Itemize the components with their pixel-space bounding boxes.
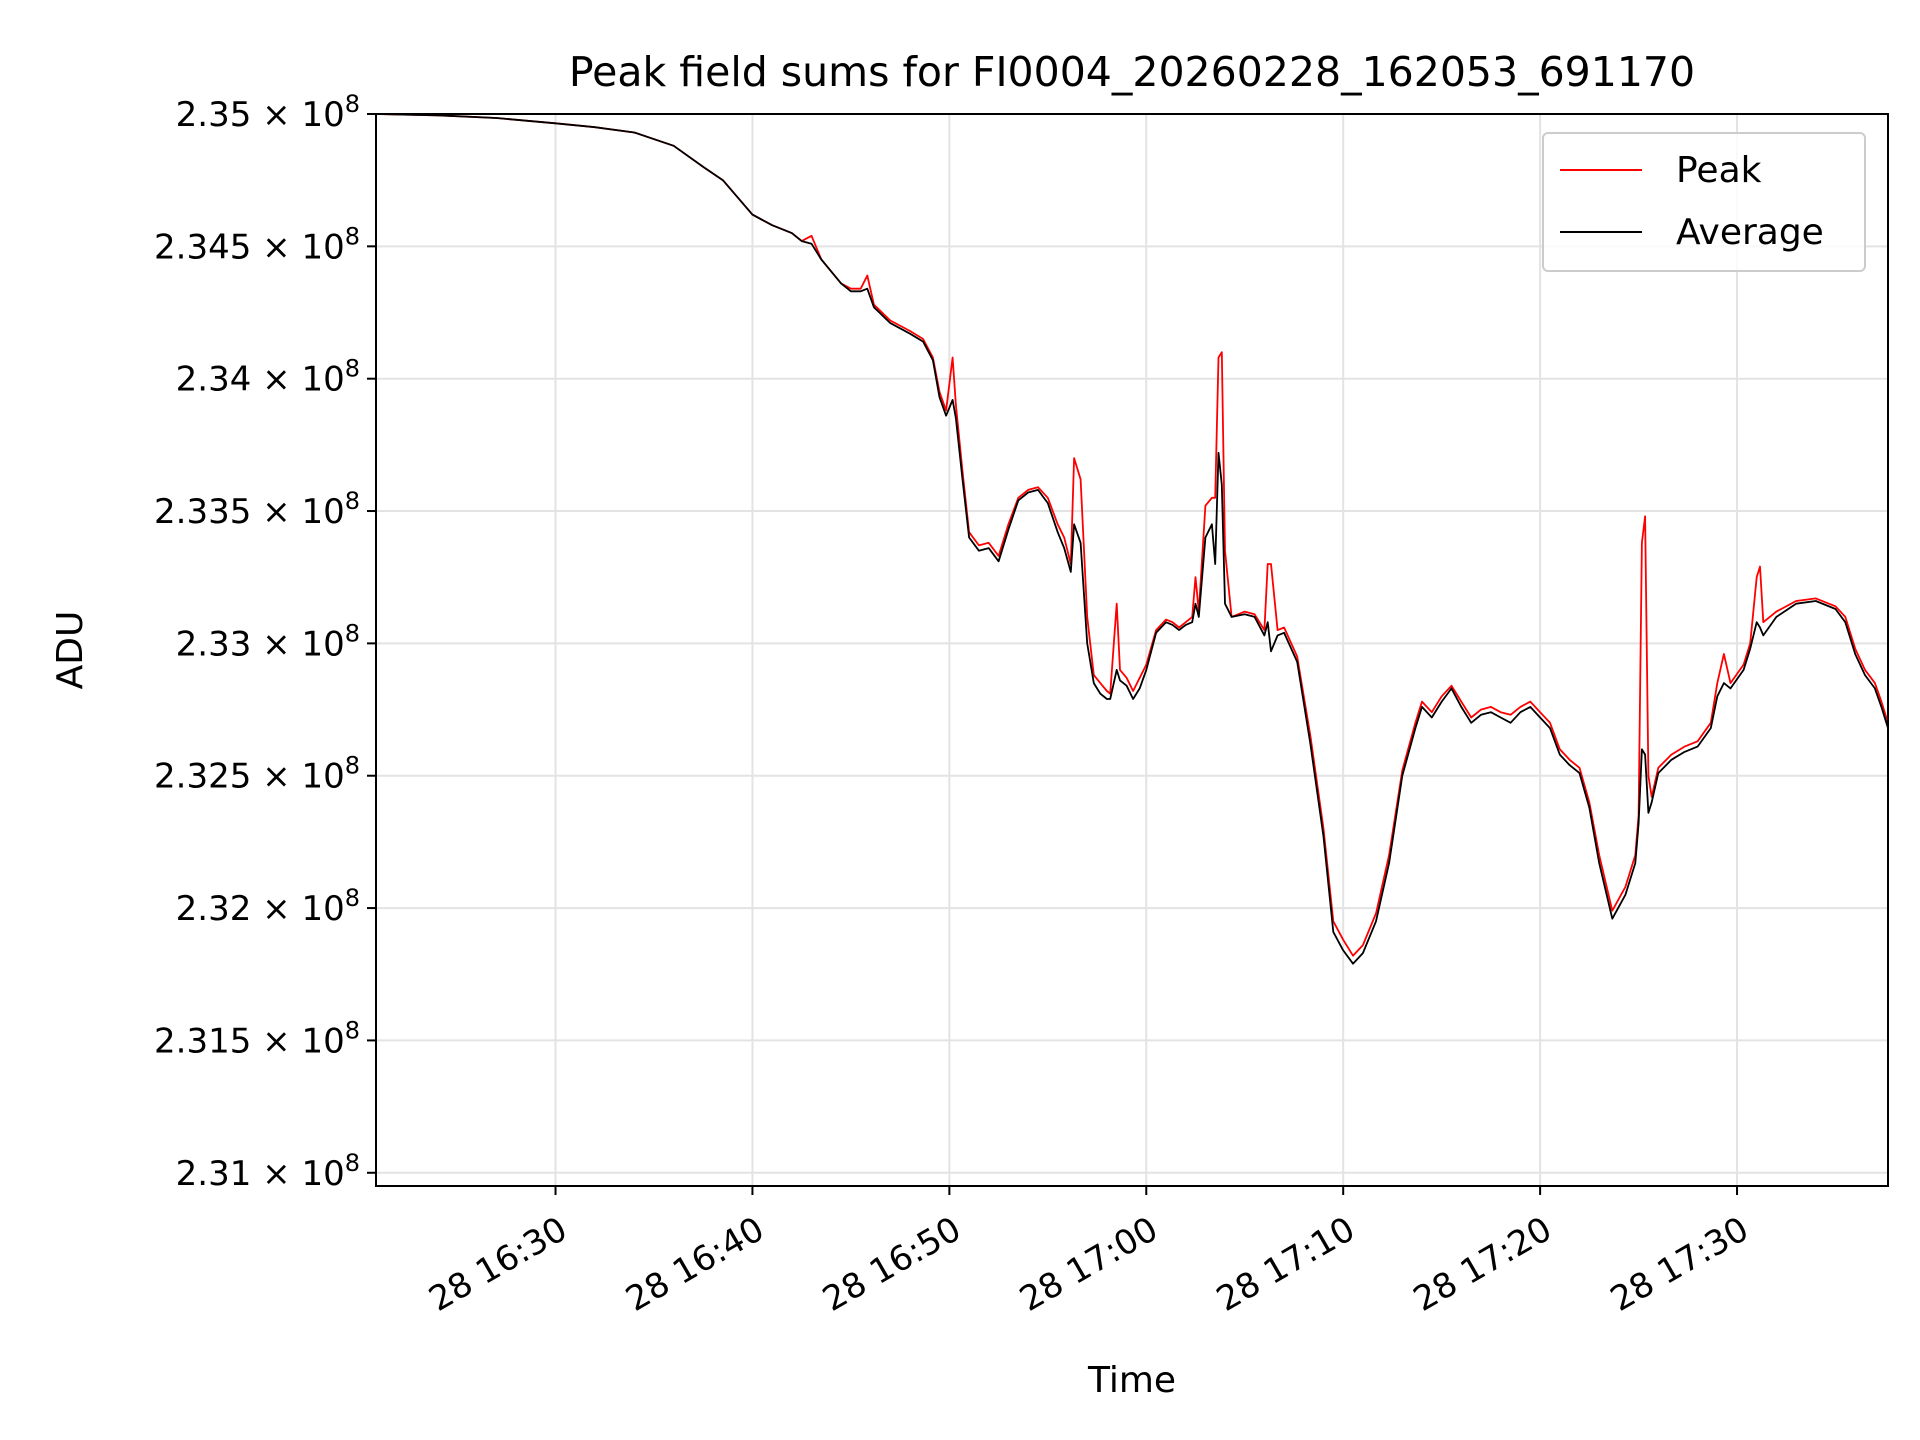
y-tick-label: 2.325 × 108 [154,752,360,797]
y-tick-label: 2.34 × 108 [176,355,360,400]
legend: Peak Average [1542,132,1866,272]
y-tick-mantissa: 2.325 × 10 [154,757,345,797]
y-tick-exponent: 8 [345,1016,360,1044]
y-tick-exponent: 8 [345,90,360,118]
y-axis-label: ADU [50,611,91,690]
y-tick-label: 2.315 × 108 [154,1016,360,1061]
y-tick-label: 2.345 × 108 [154,222,360,267]
y-tick-exponent: 8 [345,355,360,383]
legend-box [1542,132,1866,272]
y-tick-exponent: 8 [345,1149,360,1177]
y-tick-mantissa: 2.31 × 10 [176,1154,345,1194]
y-tick-label: 2.31 × 108 [176,1149,360,1194]
y-tick-mantissa: 2.33 × 10 [176,624,345,664]
y-tick-exponent: 8 [345,884,360,912]
y-tick-label: 2.335 × 108 [154,487,360,532]
plot-series [376,114,1888,965]
y-tick-exponent: 8 [345,222,360,250]
y-tick-exponent: 8 [345,619,360,647]
y-tick-mantissa: 2.335 × 10 [154,492,345,532]
y-tick-exponent: 8 [345,752,360,780]
y-tick-exponent: 8 [345,487,360,515]
plot-frame [375,113,1889,1187]
y-tick-label: 2.33 × 108 [176,619,360,664]
x-axis-label: Time [1087,1360,1176,1401]
series-line-peak [376,114,1888,957]
series-line-average [376,114,1888,965]
y-tick-mantissa: 2.35 × 10 [176,95,345,135]
y-tick-mantissa: 2.32 × 10 [176,889,345,929]
y-tick-mantissa: 2.315 × 10 [154,1021,345,1061]
legend-label-average: Average [1676,212,1824,253]
y-tick-label: 2.35 × 108 [176,90,360,135]
chart-title: Peak field sums for FI0004_20260228_1620… [569,48,1695,96]
legend-label-peak: Peak [1676,150,1762,191]
y-tick-mantissa: 2.34 × 10 [176,360,345,400]
y-tick-mantissa: 2.345 × 10 [154,227,345,267]
y-tick-label: 2.32 × 108 [176,884,360,929]
